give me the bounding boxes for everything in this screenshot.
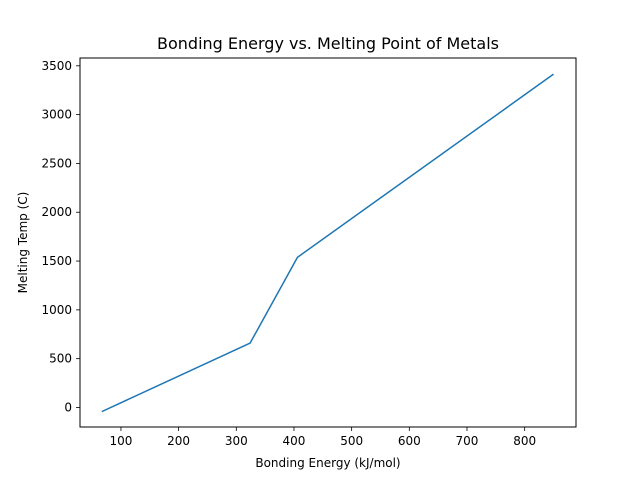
y-tick-label: 2500 (41, 156, 72, 170)
x-tick-label: 300 (225, 434, 248, 448)
y-tick-label: 500 (49, 352, 72, 366)
x-tick-label: 400 (283, 434, 306, 448)
series-layer (101, 73, 554, 413)
y-tick-label: 2000 (41, 205, 72, 219)
y-tick-label: 3500 (41, 59, 72, 73)
series-line (101, 73, 554, 413)
x-tick-label: 700 (456, 434, 479, 448)
y-tick-label: 1000 (41, 303, 72, 317)
x-tick-label: 800 (513, 434, 536, 448)
x-tick-label: 200 (167, 434, 190, 448)
y-axis-label: Melting Temp (C) (16, 192, 30, 294)
y-tick-label: 1500 (41, 254, 72, 268)
x-tick-label: 500 (340, 434, 363, 448)
y-axis-ticks: 0 500 1000 1500 2000 2500 3000 3500 (41, 59, 80, 414)
x-axis-ticks: 100 200 300 400 500 600 700 800 (109, 427, 536, 448)
x-axis-label: Bonding Energy (kJ/mol) (255, 456, 400, 470)
y-tick-label: 3000 (41, 108, 72, 122)
x-tick-label: 100 (109, 434, 132, 448)
chart-title: Bonding Energy vs. Melting Point of Meta… (157, 34, 499, 53)
x-tick-label: 600 (398, 434, 421, 448)
plot-frame (79, 57, 577, 428)
y-tick-label: 0 (64, 400, 72, 414)
